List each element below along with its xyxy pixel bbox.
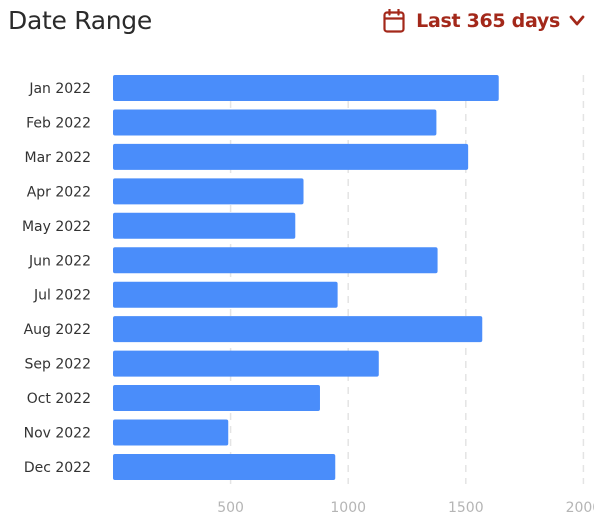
category-labels: Jan 2022 Feb 2022 Mar 2022 Apr 2022 May 2022… <box>22 81 91 476</box>
bar-apr-2022[interactable] <box>113 178 304 205</box>
bar-feb-2022[interactable] <box>113 109 437 136</box>
bar-sep-2022[interactable] <box>113 350 379 377</box>
date-range-label: Last 365 days <box>416 10 560 32</box>
chevron-down-icon <box>569 15 585 26</box>
bar-dec-2022[interactable] <box>113 453 336 480</box>
category-label: Jul 2022 <box>33 288 91 304</box>
bar-jul-2022[interactable] <box>113 281 338 308</box>
header: Date Range Last 365 days <box>0 0 594 44</box>
bar-oct-2022[interactable] <box>113 385 320 412</box>
calendar-icon <box>383 9 405 33</box>
grid-lines <box>229 75 585 484</box>
x-tick-label: 1000 <box>330 500 366 516</box>
category-label: Jan 2022 <box>28 81 91 97</box>
x-tick-label: 2000 <box>566 500 594 516</box>
category-label: Oct 2022 <box>27 391 91 407</box>
category-label: Feb 2022 <box>26 115 91 131</box>
bar-jun-2022[interactable] <box>113 247 438 274</box>
bar-mar-2022[interactable] <box>113 143 469 170</box>
x-tick-label: 1500 <box>448 500 484 516</box>
bar-aug-2022[interactable] <box>113 316 483 343</box>
bars <box>113 75 499 480</box>
x-axis-ticks: 500 1000 1500 2000 <box>217 500 594 516</box>
bar-may-2022[interactable] <box>113 212 296 239</box>
bar-nov-2022[interactable] <box>113 419 229 446</box>
category-label: Jun 2022 <box>28 253 91 269</box>
category-label: Dec 2022 <box>24 460 91 476</box>
category-label: Nov 2022 <box>24 426 91 442</box>
x-tick-label: 500 <box>217 500 244 516</box>
category-label: Aug 2022 <box>24 322 91 338</box>
bar-jan-2022[interactable] <box>113 75 499 101</box>
category-label: May 2022 <box>22 219 91 235</box>
page-title: Date Range <box>8 6 152 35</box>
category-label: Sep 2022 <box>25 357 91 373</box>
category-label: Apr 2022 <box>27 184 91 200</box>
date-range-dropdown[interactable]: Last 365 days <box>383 6 585 36</box>
category-label: Mar 2022 <box>25 150 92 166</box>
